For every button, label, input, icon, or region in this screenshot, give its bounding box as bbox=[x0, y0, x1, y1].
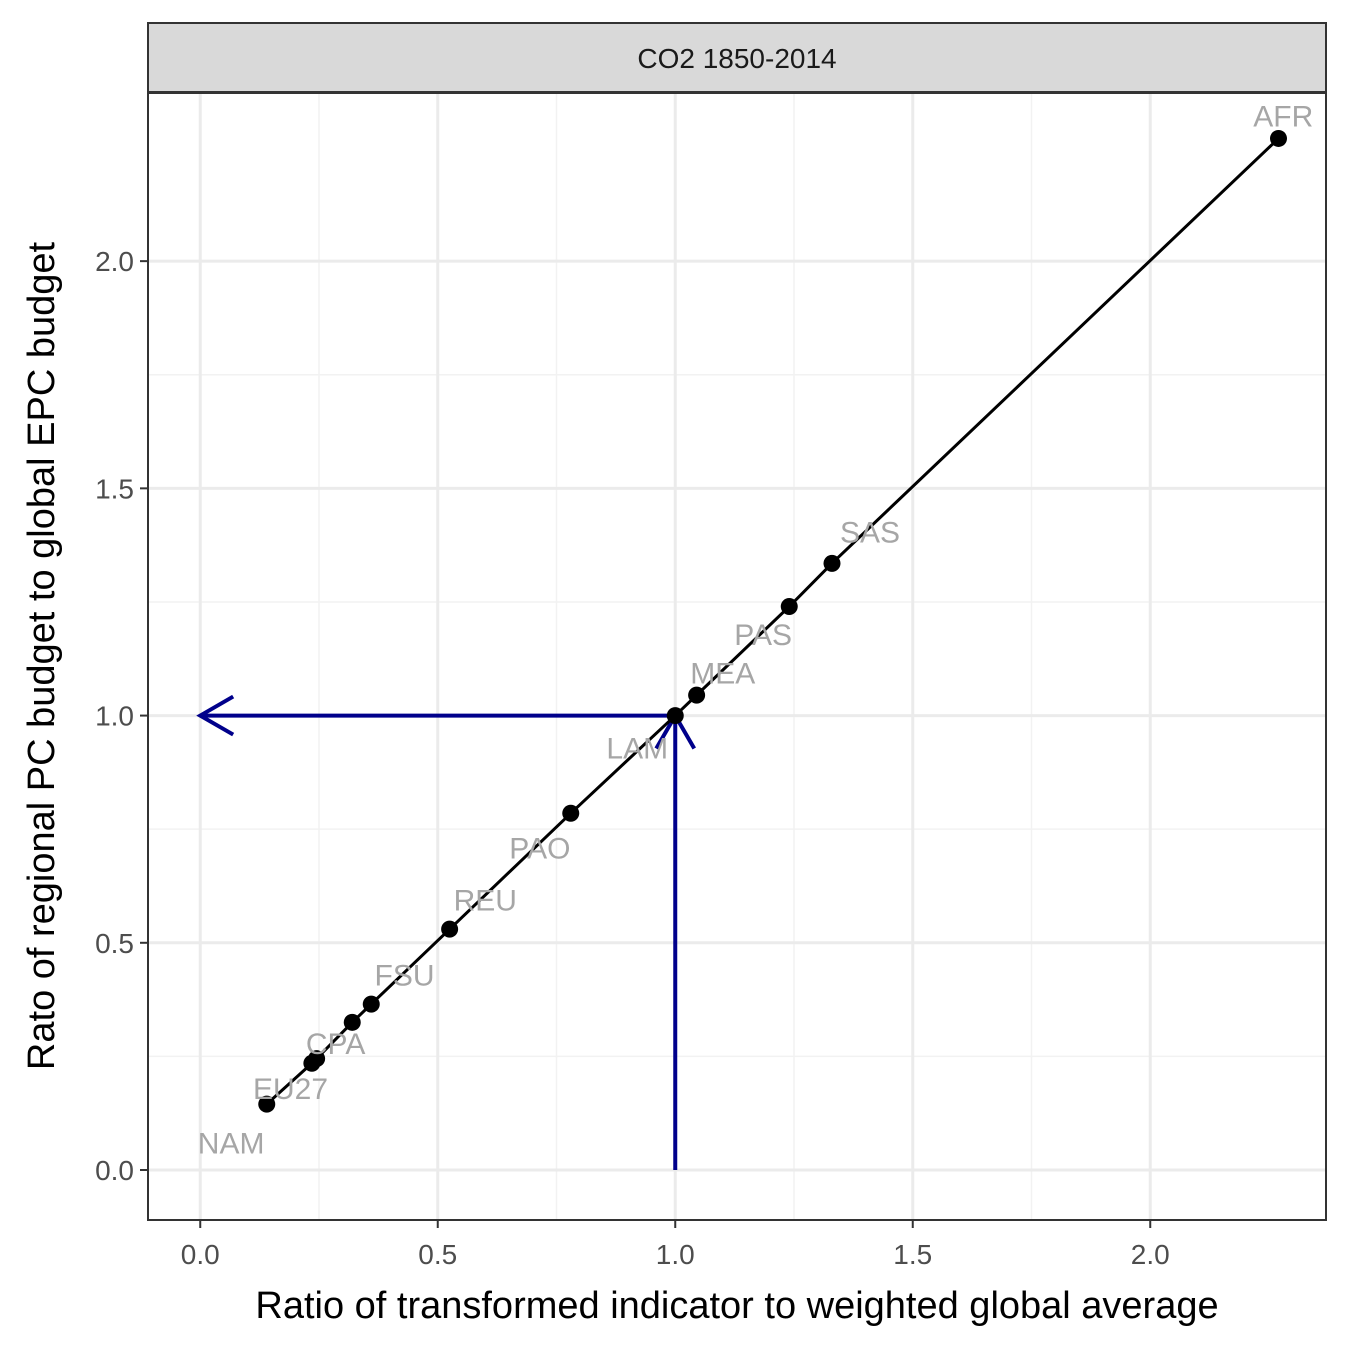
arrow-head bbox=[196, 694, 235, 737]
point-label: MEA bbox=[690, 657, 755, 690]
data-points bbox=[258, 129, 1287, 1113]
data-point bbox=[362, 995, 380, 1013]
data-point bbox=[308, 1050, 326, 1068]
y-axis-title: Rato of regional PC budget to global EPC… bbox=[21, 242, 63, 1071]
x-tick-label: 0.0 bbox=[181, 1239, 220, 1270]
data-point bbox=[666, 707, 684, 725]
data-point bbox=[688, 686, 706, 704]
arrows bbox=[196, 694, 696, 1171]
x-axis: 0.0 0.5 1.0 1.5 2.0 bbox=[181, 1220, 1170, 1270]
point-label: SAS bbox=[840, 517, 900, 550]
point-label: PAO bbox=[509, 832, 570, 865]
point-label: CPA bbox=[306, 1028, 365, 1061]
y-tick-label: 1.5 bbox=[95, 473, 134, 504]
facet-title: CO2 1850-2014 bbox=[637, 43, 836, 74]
point-labels: NAM EU27 CPA FSU REU PAO LAM MEA PAS SAS AFR bbox=[198, 101, 1313, 1161]
point-label: FSU bbox=[375, 960, 435, 993]
data-point bbox=[562, 804, 580, 822]
x-tick-label: 0.5 bbox=[418, 1239, 457, 1270]
facet-strip bbox=[147, 22, 1327, 93]
y-tick-label: 1.0 bbox=[95, 701, 134, 732]
y-tick-label: 0.5 bbox=[95, 928, 134, 959]
x-tick-label: 1.5 bbox=[893, 1239, 932, 1270]
x-axis-title: Ratio of transformed indicator to weight… bbox=[255, 1285, 1218, 1327]
grid bbox=[148, 93, 1326, 1220]
data-point bbox=[258, 1095, 276, 1113]
data-point bbox=[1270, 129, 1287, 147]
point-label: LAM bbox=[606, 732, 668, 765]
data-point bbox=[441, 920, 459, 938]
x-tick-label: 1.0 bbox=[656, 1239, 695, 1270]
y-tick-label: 0.0 bbox=[95, 1155, 134, 1186]
x-tick-label: 2.0 bbox=[1131, 1239, 1170, 1270]
panel-border bbox=[147, 92, 1327, 1221]
point-label: NAM bbox=[198, 1128, 265, 1161]
point-label: PAS bbox=[734, 619, 792, 652]
y-axis: 0.0 0.5 1.0 1.5 2.0 bbox=[95, 246, 148, 1186]
point-label: REU bbox=[454, 885, 517, 918]
data-point bbox=[823, 554, 841, 572]
data-point bbox=[343, 1013, 361, 1031]
data-point bbox=[780, 598, 798, 616]
point-label: AFR bbox=[1253, 101, 1313, 134]
y-tick-label: 2.0 bbox=[95, 246, 134, 277]
point-label: EU27 bbox=[253, 1073, 328, 1106]
